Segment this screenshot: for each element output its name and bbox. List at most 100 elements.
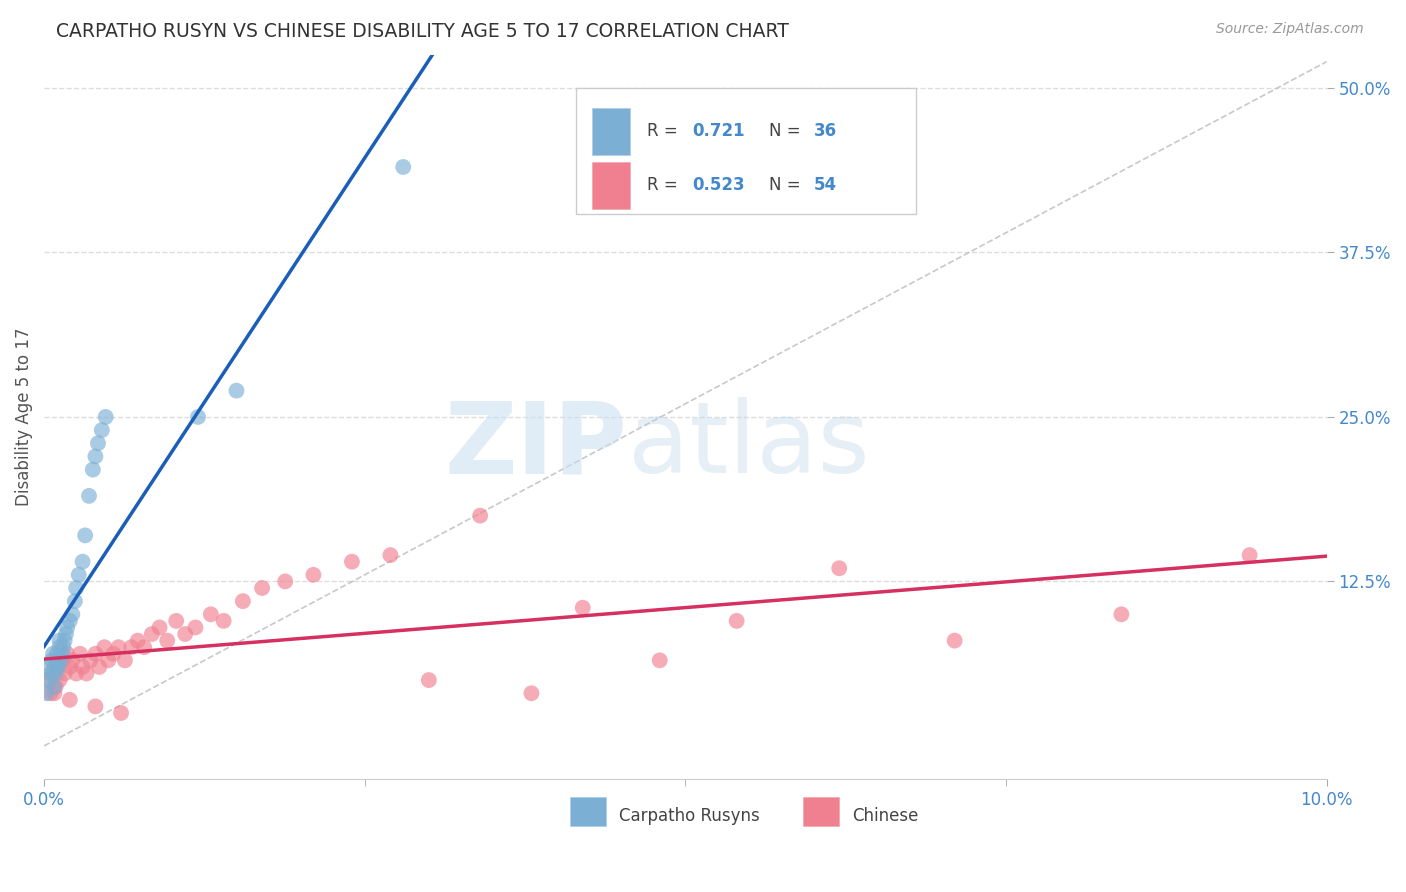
Point: [46, 660, 69, 674]
Text: 0.721: 0.721: [692, 122, 744, 140]
FancyBboxPatch shape: [803, 797, 839, 826]
Point: [48, 633, 70, 648]
Text: ZIP: ZIP: [444, 398, 627, 494]
Point: [44, 660, 66, 674]
Point: [165, 614, 187, 628]
Point: [55, 627, 77, 641]
Point: [44, 686, 66, 700]
Point: [392, 160, 415, 174]
Point: [114, 653, 136, 667]
Point: [37, 673, 59, 687]
Point: [45, 660, 67, 674]
Point: [42, 666, 65, 681]
Text: atlas: atlas: [627, 398, 869, 494]
Text: N =: N =: [769, 177, 806, 194]
Point: [45, 653, 67, 667]
Point: [1239, 548, 1261, 562]
Point: [53, 633, 76, 648]
Point: [52, 640, 75, 655]
Point: [571, 600, 593, 615]
Point: [35, 686, 58, 700]
Point: [148, 620, 170, 634]
Point: [79, 653, 101, 667]
Point: [51, 647, 73, 661]
Point: [302, 567, 325, 582]
Point: [97, 653, 120, 667]
Point: [75, 528, 97, 542]
Point: [63, 594, 86, 608]
Point: [93, 640, 115, 655]
Point: [468, 508, 491, 523]
FancyBboxPatch shape: [576, 87, 917, 214]
Point: [340, 555, 363, 569]
Point: [51, 653, 73, 667]
Y-axis label: Disability Age 5 to 17: Disability Age 5 to 17: [15, 327, 32, 506]
Point: [56, 620, 79, 634]
Point: [56, 647, 79, 661]
Text: R =: R =: [647, 122, 683, 140]
Point: [44, 680, 66, 694]
Point: [48, 673, 70, 687]
Point: [89, 660, 111, 674]
Point: [232, 594, 254, 608]
Point: [943, 633, 966, 648]
Point: [828, 561, 851, 575]
Point: [60, 653, 83, 667]
Point: [48, 640, 70, 655]
Point: [184, 620, 207, 634]
Point: [250, 581, 273, 595]
Point: [120, 640, 142, 655]
Point: [380, 548, 402, 562]
Point: [45, 666, 67, 681]
Point: [39, 666, 62, 681]
Point: [200, 607, 222, 622]
Text: N =: N =: [769, 122, 806, 140]
Point: [110, 706, 132, 720]
Point: [90, 423, 112, 437]
Point: [1111, 607, 1133, 622]
FancyBboxPatch shape: [592, 161, 630, 209]
Point: [65, 581, 87, 595]
Text: R =: R =: [647, 177, 683, 194]
Text: Source: ZipAtlas.com: Source: ZipAtlas.com: [1216, 22, 1364, 37]
Point: [725, 614, 748, 628]
Point: [520, 686, 543, 700]
Point: [37, 673, 59, 687]
Point: [67, 567, 90, 582]
Text: Carpatho Rusyns: Carpatho Rusyns: [619, 807, 759, 825]
Text: Chinese: Chinese: [852, 807, 918, 825]
Point: [60, 607, 83, 622]
Text: CARPATHO RUSYN VS CHINESE DISABILITY AGE 5 TO 17 CORRELATION CHART: CARPATHO RUSYN VS CHINESE DISABILITY AGE…: [56, 22, 789, 41]
Point: [134, 640, 156, 655]
Point: [53, 666, 76, 681]
Point: [42, 647, 65, 661]
Point: [39, 686, 62, 700]
Point: [212, 614, 235, 628]
Text: 54: 54: [814, 177, 837, 194]
Point: [45, 680, 67, 694]
FancyBboxPatch shape: [569, 797, 606, 826]
Point: [107, 640, 129, 655]
Point: [174, 627, 197, 641]
Point: [72, 660, 94, 674]
Point: [84, 450, 107, 464]
Point: [49, 653, 72, 667]
Point: [77, 489, 100, 503]
Text: 36: 36: [814, 122, 837, 140]
Point: [41, 653, 63, 667]
Point: [45, 647, 67, 661]
Point: [59, 614, 82, 628]
Point: [82, 462, 104, 476]
Point: [65, 666, 87, 681]
Point: [59, 693, 82, 707]
Point: [648, 653, 671, 667]
Text: 0.523: 0.523: [692, 177, 744, 194]
Point: [38, 660, 60, 674]
Point: [274, 574, 297, 589]
Point: [156, 633, 179, 648]
Point: [187, 409, 209, 424]
Point: [418, 673, 440, 687]
Point: [72, 555, 94, 569]
FancyBboxPatch shape: [592, 108, 630, 154]
Point: [94, 409, 117, 424]
